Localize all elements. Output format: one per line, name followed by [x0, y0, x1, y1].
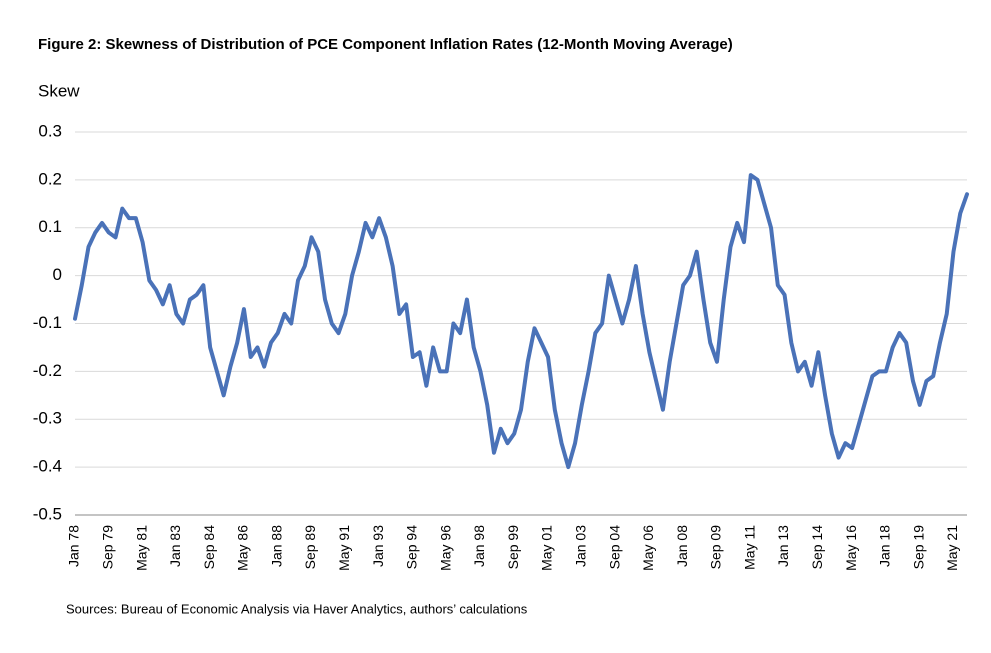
x-tick-label: May 81 [133, 525, 149, 571]
x-tick-label: May 86 [235, 525, 251, 571]
x-tick-label: Sep 99 [505, 525, 521, 570]
x-tick-label: May 96 [437, 525, 453, 571]
x-tick-label: Sep 89 [302, 525, 318, 570]
x-tick-label: Jan 88 [268, 525, 284, 567]
y-tick-label: 0 [53, 265, 62, 284]
source-note: Sources: Bureau of Economic Analysis via… [66, 601, 528, 616]
x-tick-label: May 21 [944, 525, 960, 571]
y-tick-label: -0.2 [33, 361, 62, 380]
x-tick-label: Jan 03 [573, 525, 589, 567]
x-tick-label: Jan 18 [877, 525, 893, 567]
x-tick-label: Sep 94 [404, 525, 420, 570]
y-tick-label: -0.3 [33, 409, 62, 428]
x-tick-label: Jan 78 [66, 525, 82, 567]
chart-title: Figure 2: Skewness of Distribution of PC… [38, 36, 733, 53]
x-tick-label: Sep 04 [606, 525, 622, 570]
y-tick-label: -0.1 [33, 313, 62, 332]
y-tick-label: 0.3 [38, 121, 62, 140]
x-tick-label: Sep 14 [809, 525, 825, 570]
x-tick-label: May 16 [843, 525, 859, 571]
data-line [73, 173, 969, 470]
x-tick-label: Jan 83 [167, 525, 183, 567]
x-tick-label: May 91 [336, 525, 352, 571]
y-tick-label: 0.2 [38, 169, 62, 188]
y-tick-label: -0.5 [33, 504, 62, 523]
y-tick-label: 0.1 [38, 217, 62, 236]
x-tick-label: Sep 79 [99, 525, 115, 570]
x-tick-label: May 01 [539, 525, 555, 571]
x-tick-label: Sep 84 [201, 525, 217, 570]
x-tick-label: Sep 09 [708, 525, 724, 570]
x-tick-label: Jan 08 [674, 525, 690, 567]
x-tick-label: Jan 93 [370, 525, 386, 567]
x-tick-label: May 11 [741, 525, 757, 570]
x-tick-label: Jan 13 [775, 525, 791, 567]
x-tick-label: Jan 98 [471, 525, 487, 567]
x-tick-label: Sep 19 [910, 525, 926, 570]
y-tick-label: -0.4 [33, 457, 62, 476]
y-axis-label: Skew [38, 81, 80, 100]
x-tick-label: May 06 [640, 525, 656, 571]
